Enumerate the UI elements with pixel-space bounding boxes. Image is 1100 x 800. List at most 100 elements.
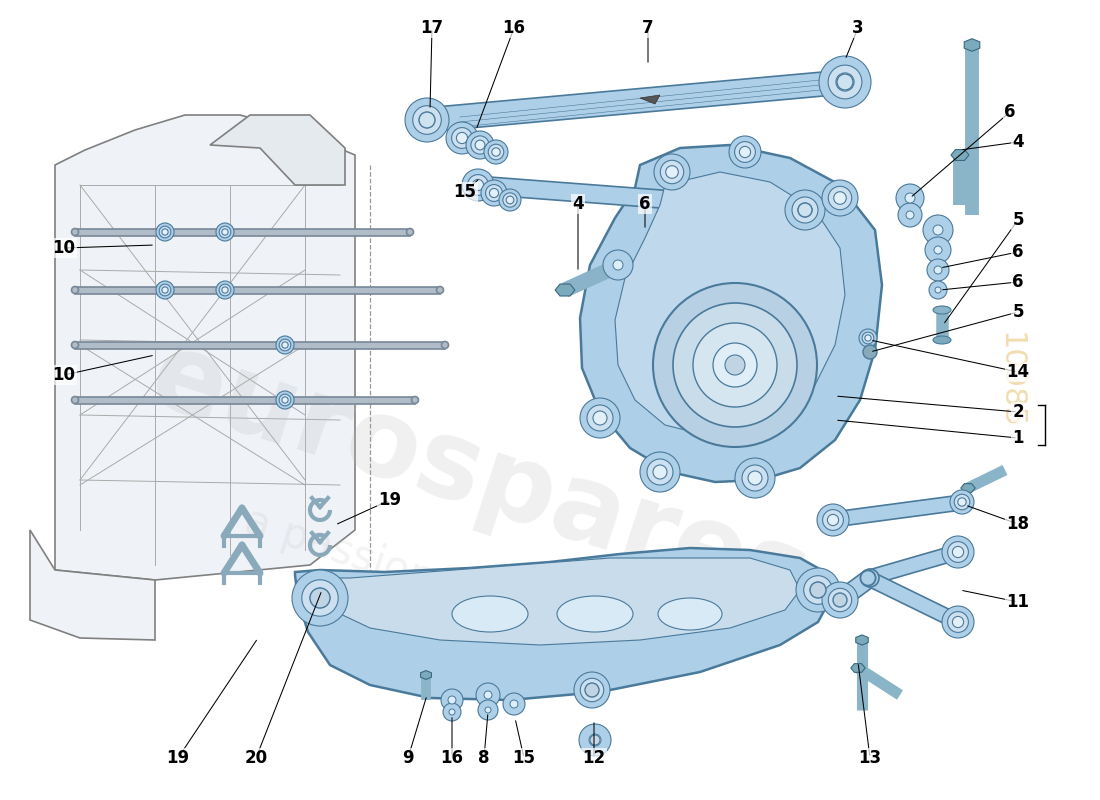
Circle shape xyxy=(735,458,776,498)
Circle shape xyxy=(162,229,168,235)
Circle shape xyxy=(792,197,818,223)
Ellipse shape xyxy=(72,397,78,403)
Circle shape xyxy=(954,494,970,510)
Circle shape xyxy=(817,504,849,536)
Circle shape xyxy=(587,405,613,431)
Circle shape xyxy=(456,132,468,144)
Text: 16: 16 xyxy=(440,749,463,767)
Circle shape xyxy=(896,184,924,212)
Circle shape xyxy=(510,700,518,708)
Text: eurospares: eurospares xyxy=(138,322,823,634)
Circle shape xyxy=(958,498,966,506)
Text: 10: 10 xyxy=(53,239,76,257)
Circle shape xyxy=(475,140,485,150)
Circle shape xyxy=(490,189,498,198)
Circle shape xyxy=(441,689,463,711)
Circle shape xyxy=(466,131,494,159)
Text: 18: 18 xyxy=(1006,515,1030,533)
Polygon shape xyxy=(475,176,806,219)
Polygon shape xyxy=(55,115,355,580)
Circle shape xyxy=(156,223,174,241)
Ellipse shape xyxy=(72,229,78,235)
Polygon shape xyxy=(960,484,976,492)
Polygon shape xyxy=(850,664,866,672)
Circle shape xyxy=(654,154,690,190)
Circle shape xyxy=(640,452,680,492)
Circle shape xyxy=(647,459,673,485)
Circle shape xyxy=(653,465,667,479)
Circle shape xyxy=(472,179,484,190)
Polygon shape xyxy=(640,95,660,104)
Text: 6: 6 xyxy=(1012,273,1024,291)
Circle shape xyxy=(947,542,968,562)
Circle shape xyxy=(593,411,607,425)
Text: 13: 13 xyxy=(858,749,881,767)
Text: 10: 10 xyxy=(53,366,76,384)
Circle shape xyxy=(484,140,508,164)
Circle shape xyxy=(574,672,611,708)
Circle shape xyxy=(613,260,623,270)
Text: 3: 3 xyxy=(852,19,864,37)
Circle shape xyxy=(449,709,455,715)
Circle shape xyxy=(947,611,968,632)
Circle shape xyxy=(503,693,525,715)
Circle shape xyxy=(419,112,435,128)
Circle shape xyxy=(279,339,290,351)
Ellipse shape xyxy=(798,201,815,219)
Circle shape xyxy=(282,342,288,348)
Ellipse shape xyxy=(950,614,966,630)
Circle shape xyxy=(446,122,478,154)
Circle shape xyxy=(503,193,517,207)
Ellipse shape xyxy=(950,545,966,559)
Text: 8: 8 xyxy=(478,749,490,767)
Circle shape xyxy=(673,303,797,427)
Ellipse shape xyxy=(861,569,879,587)
Circle shape xyxy=(222,287,228,293)
Text: 7: 7 xyxy=(642,19,653,37)
Polygon shape xyxy=(556,284,575,296)
Ellipse shape xyxy=(860,570,876,586)
Circle shape xyxy=(478,700,498,720)
Ellipse shape xyxy=(557,596,632,632)
Circle shape xyxy=(930,281,947,299)
Text: 6: 6 xyxy=(1004,103,1015,121)
Circle shape xyxy=(834,192,846,204)
Polygon shape xyxy=(420,670,431,679)
Text: 14: 14 xyxy=(1006,363,1030,381)
Circle shape xyxy=(859,329,877,347)
Circle shape xyxy=(484,691,492,699)
Circle shape xyxy=(160,284,170,296)
Circle shape xyxy=(488,144,504,160)
Circle shape xyxy=(452,127,472,149)
Ellipse shape xyxy=(72,342,78,349)
Circle shape xyxy=(499,189,521,211)
Text: 19: 19 xyxy=(378,491,402,509)
Text: 12: 12 xyxy=(582,749,606,767)
Circle shape xyxy=(276,391,294,409)
Circle shape xyxy=(862,332,873,344)
Ellipse shape xyxy=(468,176,485,194)
Circle shape xyxy=(468,174,488,195)
Text: 11: 11 xyxy=(1006,593,1030,611)
Circle shape xyxy=(923,215,953,245)
Circle shape xyxy=(804,576,833,604)
Circle shape xyxy=(476,683,501,707)
Text: 5: 5 xyxy=(1012,211,1024,229)
Ellipse shape xyxy=(823,513,837,527)
Circle shape xyxy=(822,180,858,216)
Ellipse shape xyxy=(830,591,849,609)
Polygon shape xyxy=(210,115,345,185)
Circle shape xyxy=(448,696,456,704)
Circle shape xyxy=(216,281,234,299)
Polygon shape xyxy=(30,530,155,640)
Circle shape xyxy=(412,106,441,134)
Circle shape xyxy=(485,707,491,713)
Circle shape xyxy=(481,180,507,206)
Text: 15: 15 xyxy=(453,183,476,201)
Circle shape xyxy=(828,186,851,210)
Circle shape xyxy=(156,281,174,299)
Circle shape xyxy=(580,398,620,438)
Circle shape xyxy=(419,112,435,128)
Circle shape xyxy=(827,514,838,526)
Circle shape xyxy=(739,146,750,158)
